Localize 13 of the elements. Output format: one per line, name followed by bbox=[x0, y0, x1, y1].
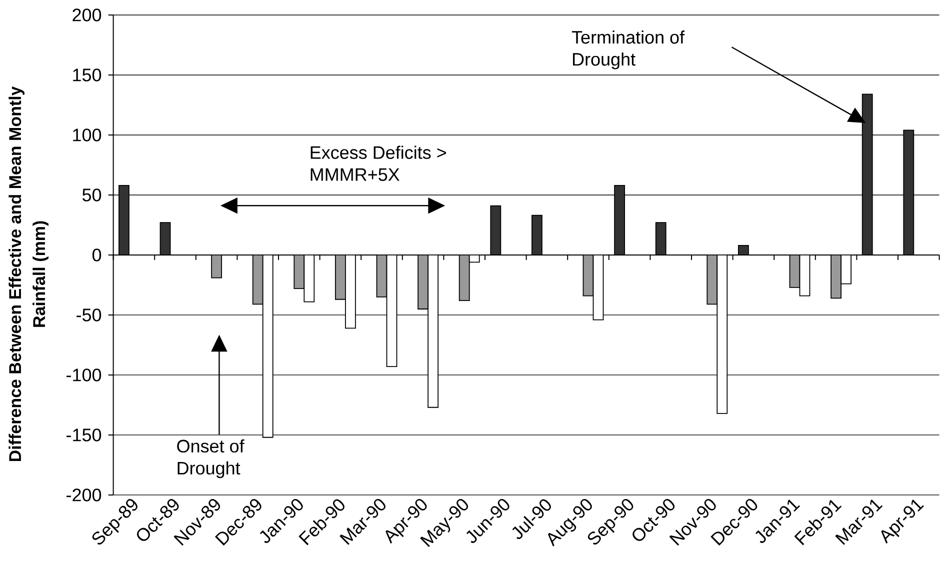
y-tick-label: -100 bbox=[66, 368, 102, 382]
y-tick-label: -200 bbox=[66, 488, 102, 502]
y-tick-label: -150 bbox=[66, 428, 102, 442]
annotation: Termination of Drought bbox=[572, 30, 685, 70]
y-tick-label: 50 bbox=[82, 188, 102, 202]
y-tick-label: 100 bbox=[73, 128, 102, 142]
y-tick-label: 0 bbox=[92, 248, 102, 262]
y-tick-label: 200 bbox=[72, 8, 102, 22]
y-tick-label: 150 bbox=[73, 68, 102, 82]
y-tick-label: -50 bbox=[76, 308, 102, 322]
annotation: Onset of Drought bbox=[177, 439, 244, 478]
annotation: Excess Deficits > MMMR+5X bbox=[310, 146, 446, 181]
y-axis-title: Difference Between Effective and Mean Montly Rainfall (mm) bbox=[8, 86, 48, 462]
